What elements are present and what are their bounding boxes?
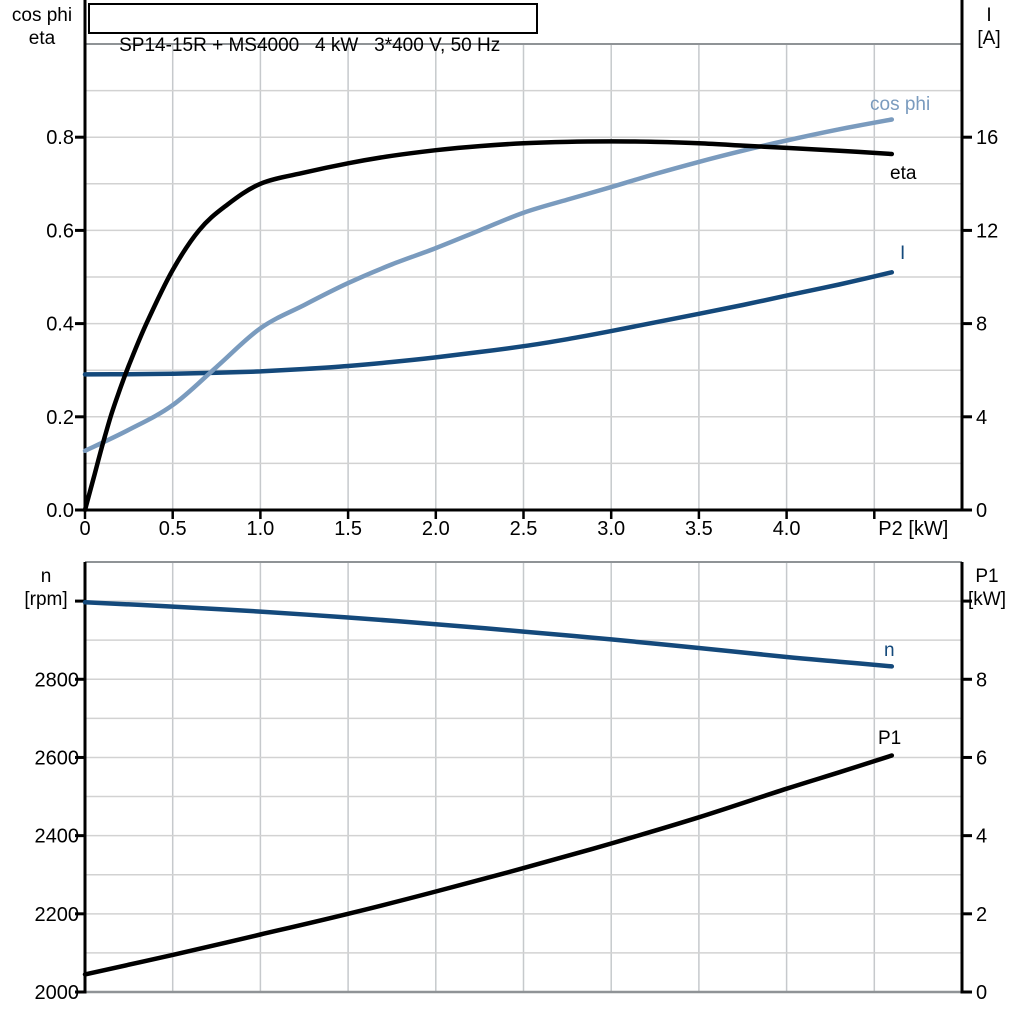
x-tick-label: 1.5	[334, 518, 362, 540]
cos-phi-curve	[82, 117, 895, 454]
top-right-axis-label: I [A]	[958, 4, 1020, 50]
x-tick-label: 4.0	[773, 518, 801, 540]
p1-curve-label: P1	[878, 728, 902, 749]
I-curve	[82, 270, 895, 377]
x-tick-label: 3.5	[685, 518, 713, 540]
x-tick-label: 2.5	[510, 518, 538, 540]
x-tick-label: 3.0	[597, 518, 625, 540]
right-tick-label: 8	[976, 314, 987, 336]
top-left-axis-label-line2: eta	[28, 28, 56, 49]
right-tick-label: 12	[976, 220, 998, 242]
x-tick-label: 2.0	[422, 518, 450, 540]
left-tick-label: 2400	[35, 826, 80, 848]
left-tick-label: 0.2	[46, 407, 74, 429]
left-tick-label: 0.4	[46, 314, 74, 336]
left-tick-label: 2800	[35, 669, 80, 691]
bottom-left-axis-label-line2: [rpm]	[24, 589, 68, 610]
left-tick-label: 2000	[35, 982, 80, 1004]
x-tick-label: 1.0	[246, 518, 274, 540]
eta-curve-label: eta	[890, 163, 917, 184]
speed-curve-label: n	[884, 640, 895, 661]
x-axis-unit-label: P2 [kW]	[878, 518, 948, 540]
left-tick-label: 0.6	[46, 220, 74, 242]
right-tick-label: 4	[976, 407, 987, 429]
top-right-axis-label-line1: I	[986, 5, 992, 26]
eta-curve	[82, 139, 895, 513]
left-tick-label: 2600	[35, 747, 80, 769]
bottom-left-axis-label: n [rpm]	[9, 565, 83, 611]
left-tick-label: 0.0	[46, 500, 74, 522]
current-curve-label: I	[900, 243, 906, 264]
top-left-axis-label-line1: cos phi	[11, 5, 73, 26]
right-tick-label: 0	[976, 500, 987, 522]
top-right-axis-label-line2: [A]	[977, 28, 1001, 49]
n-curve	[82, 600, 895, 669]
x-tick-label: 0	[79, 518, 90, 540]
chart-title-box: SP14-15R + MS4000 4 kW 3*400 V, 50 Hz	[88, 3, 538, 56]
P1-curve	[82, 753, 895, 977]
right-tick-label: 4	[976, 826, 987, 848]
left-tick-label: 2200	[35, 904, 80, 926]
bottom-right-axis-label-line1: P1	[975, 566, 999, 587]
right-tick-label: 8	[976, 669, 987, 691]
bottom-right-axis-label-line2: [kW]	[968, 589, 1006, 610]
bottom-right-axis-label: P1 [kW]	[954, 565, 1020, 611]
top-left-axis-label: cos phi eta	[0, 4, 84, 50]
right-tick-label: 2	[976, 904, 987, 926]
right-tick-label: 16	[976, 127, 998, 149]
right-tick-label: 6	[976, 747, 987, 769]
x-tick-label: 0.5	[159, 518, 187, 540]
right-tick-label: 0	[976, 982, 987, 1004]
bottom-left-axis-label-line1: n	[40, 566, 52, 587]
chart-title: SP14-15R + MS4000 4 kW 3*400 V, 50 Hz	[119, 35, 501, 56]
left-tick-label: 0.8	[46, 127, 74, 149]
cos-phi-curve-label: cos phi	[870, 94, 931, 115]
